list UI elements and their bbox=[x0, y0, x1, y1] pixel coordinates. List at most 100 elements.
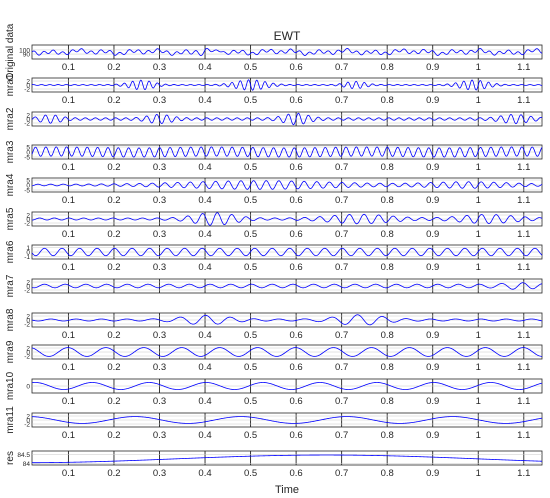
x-tick-label: 0.7 bbox=[335, 362, 348, 373]
x-tick-label: 1.1 bbox=[517, 195, 530, 206]
y-tick-label: 0 bbox=[26, 183, 30, 190]
x-tick-label: 0.3 bbox=[153, 396, 166, 407]
y-tick-label: 2 bbox=[26, 280, 30, 287]
x-tick-label: 1.1 bbox=[517, 468, 530, 479]
x-tick-label: 0.3 bbox=[153, 430, 166, 441]
y-tick-label: 0 bbox=[26, 284, 30, 291]
x-tick-label: 0.7 bbox=[335, 195, 348, 206]
x-tick-label: 0.9 bbox=[426, 162, 439, 173]
x-tick-label: 0.1 bbox=[62, 62, 75, 73]
x-tick-label: 0.4 bbox=[198, 430, 211, 441]
y-tick-label: 0 bbox=[26, 150, 30, 157]
signal-line bbox=[31, 282, 543, 290]
signal-line bbox=[31, 382, 543, 390]
y-tick-label: -2 bbox=[24, 221, 30, 228]
x-tick-label: 0.8 bbox=[381, 430, 394, 441]
y-axis-label: mra8 bbox=[5, 308, 16, 331]
x-tick-label: 0.4 bbox=[198, 362, 211, 373]
x-tick-label: 0.5 bbox=[244, 468, 257, 479]
x-tick-label: 0.8 bbox=[381, 262, 394, 273]
x-tick-label: 0.1 bbox=[62, 229, 75, 240]
panel-mra11: 20-2 mra11 0.1 0.2 0.3 0.4 0.5 0.6 0.7 0.8 0.9 1 1.1 bbox=[5, 406, 543, 441]
x-tick-label: 0.4 bbox=[198, 262, 211, 273]
y-axis-label: Original data bbox=[5, 23, 16, 80]
x-tick-label: 1.1 bbox=[517, 362, 530, 373]
x-tick-label: 0.8 bbox=[381, 229, 394, 240]
x-tick-label: 0.9 bbox=[426, 229, 439, 240]
x-tick-label: 0.5 bbox=[244, 62, 257, 73]
x-tick-label: 0.8 bbox=[381, 468, 394, 479]
y-tick-label: 0 bbox=[26, 250, 30, 257]
signal-line bbox=[31, 247, 543, 257]
x-tick-label: 0.3 bbox=[153, 162, 166, 173]
y-tick-label: 0 bbox=[26, 350, 30, 357]
x-tick-label: 1 bbox=[476, 396, 481, 407]
panel-mra10: 0 mra10 0.1 0.2 0.3 0.4 0.5 0.6 0.7 0.8 0.9 1 1.1 bbox=[5, 371, 543, 407]
x-tick-label: 1 bbox=[476, 262, 481, 273]
x-tick-label: 0.6 bbox=[289, 430, 302, 441]
panel-mra3: 50-5 mra3 0.1 0.2 0.3 0.4 0.5 0.6 0.7 0.8 0.9 1 1.1 bbox=[5, 140, 543, 173]
y-axis-label: res bbox=[5, 451, 16, 465]
x-tick-label: 1 bbox=[476, 430, 481, 441]
panel-mra8: 20-2 mra8 0.1 0.2 0.3 0.4 0.5 0.6 0.7 0.8 0.9 1 1.1 bbox=[5, 308, 543, 341]
x-tick-label: 0.9 bbox=[426, 362, 439, 373]
signal-line bbox=[31, 416, 543, 424]
x-tick-label: 0.6 bbox=[289, 95, 302, 106]
y-tick-label: 2 bbox=[26, 79, 30, 86]
y-tick-label: 84.5 bbox=[17, 452, 30, 459]
x-tick-label: 0.9 bbox=[426, 195, 439, 206]
x-tick-label: 0.5 bbox=[244, 430, 257, 441]
x-tick-label: 0.5 bbox=[244, 262, 257, 273]
y-tick-label: 84 bbox=[23, 461, 31, 468]
x-tick-label: 0.4 bbox=[198, 396, 211, 407]
y-axis-label: mra3 bbox=[5, 140, 16, 163]
y-axis-label: mra2 bbox=[5, 107, 16, 130]
signal-line bbox=[31, 79, 543, 91]
x-tick-label: 1 bbox=[476, 162, 481, 173]
x-tick-label: 0.8 bbox=[381, 195, 394, 206]
y-tick-label: 0 bbox=[26, 418, 30, 425]
x-tick-label: 0.3 bbox=[153, 468, 166, 479]
signal-line bbox=[31, 112, 543, 126]
x-tick-label: 0.7 bbox=[335, 330, 348, 341]
x-tick-label: 0.7 bbox=[335, 468, 348, 479]
y-tick-label: 0 bbox=[26, 117, 30, 124]
x-tick-label: 0.7 bbox=[335, 162, 348, 173]
x-tick-label: 0.8 bbox=[381, 162, 394, 173]
x-tick-label: 0.2 bbox=[107, 330, 120, 341]
x-tick-label: 0.6 bbox=[289, 62, 302, 73]
signal-line bbox=[31, 180, 543, 190]
x-tick-label: 0.1 bbox=[62, 362, 75, 373]
x-tick-label: 0.2 bbox=[107, 362, 120, 373]
x-tick-label: 1 bbox=[476, 62, 481, 73]
x-tick-label: 0.9 bbox=[426, 262, 439, 273]
x-tick-label: 1.1 bbox=[517, 396, 530, 407]
x-tick-label: 0.5 bbox=[244, 330, 257, 341]
x-tick-label: 0.4 bbox=[198, 468, 211, 479]
x-tick-label: 1.1 bbox=[517, 262, 530, 273]
x-tick-label: 0.1 bbox=[62, 195, 75, 206]
y-tick-label: 2 bbox=[26, 414, 30, 421]
x-tick-label: 0.3 bbox=[153, 229, 166, 240]
x-tick-label: 0.2 bbox=[107, 229, 120, 240]
panel-mra7: 20-2 mra7 bbox=[5, 274, 543, 297]
y-axis-label: mra9 bbox=[5, 340, 16, 363]
x-tick-label: 0.7 bbox=[335, 430, 348, 441]
y-axis-label: mra1 bbox=[5, 73, 16, 96]
x-tick-label: 0.1 bbox=[62, 330, 75, 341]
x-tick-label: 0.4 bbox=[198, 62, 211, 73]
y-tick-label: 2 bbox=[26, 113, 30, 120]
y-axis-label: mra6 bbox=[5, 240, 16, 263]
x-tick-label: 1.1 bbox=[517, 95, 530, 106]
x-tick-label: 0.3 bbox=[153, 262, 166, 273]
x-tick-label: 0.5 bbox=[244, 195, 257, 206]
y-tick-label: -2 bbox=[24, 121, 30, 128]
x-axis-label: Time bbox=[275, 484, 299, 496]
panel-res: 84.5 84 res 0.1 0.2 0.3 0.4 0.5 0.6 0.7 0.8 0.9 1 1.1 bbox=[5, 450, 543, 479]
x-tick-label: 0.7 bbox=[335, 95, 348, 106]
chart-title: EWT bbox=[274, 29, 301, 43]
signal-line bbox=[31, 146, 543, 158]
